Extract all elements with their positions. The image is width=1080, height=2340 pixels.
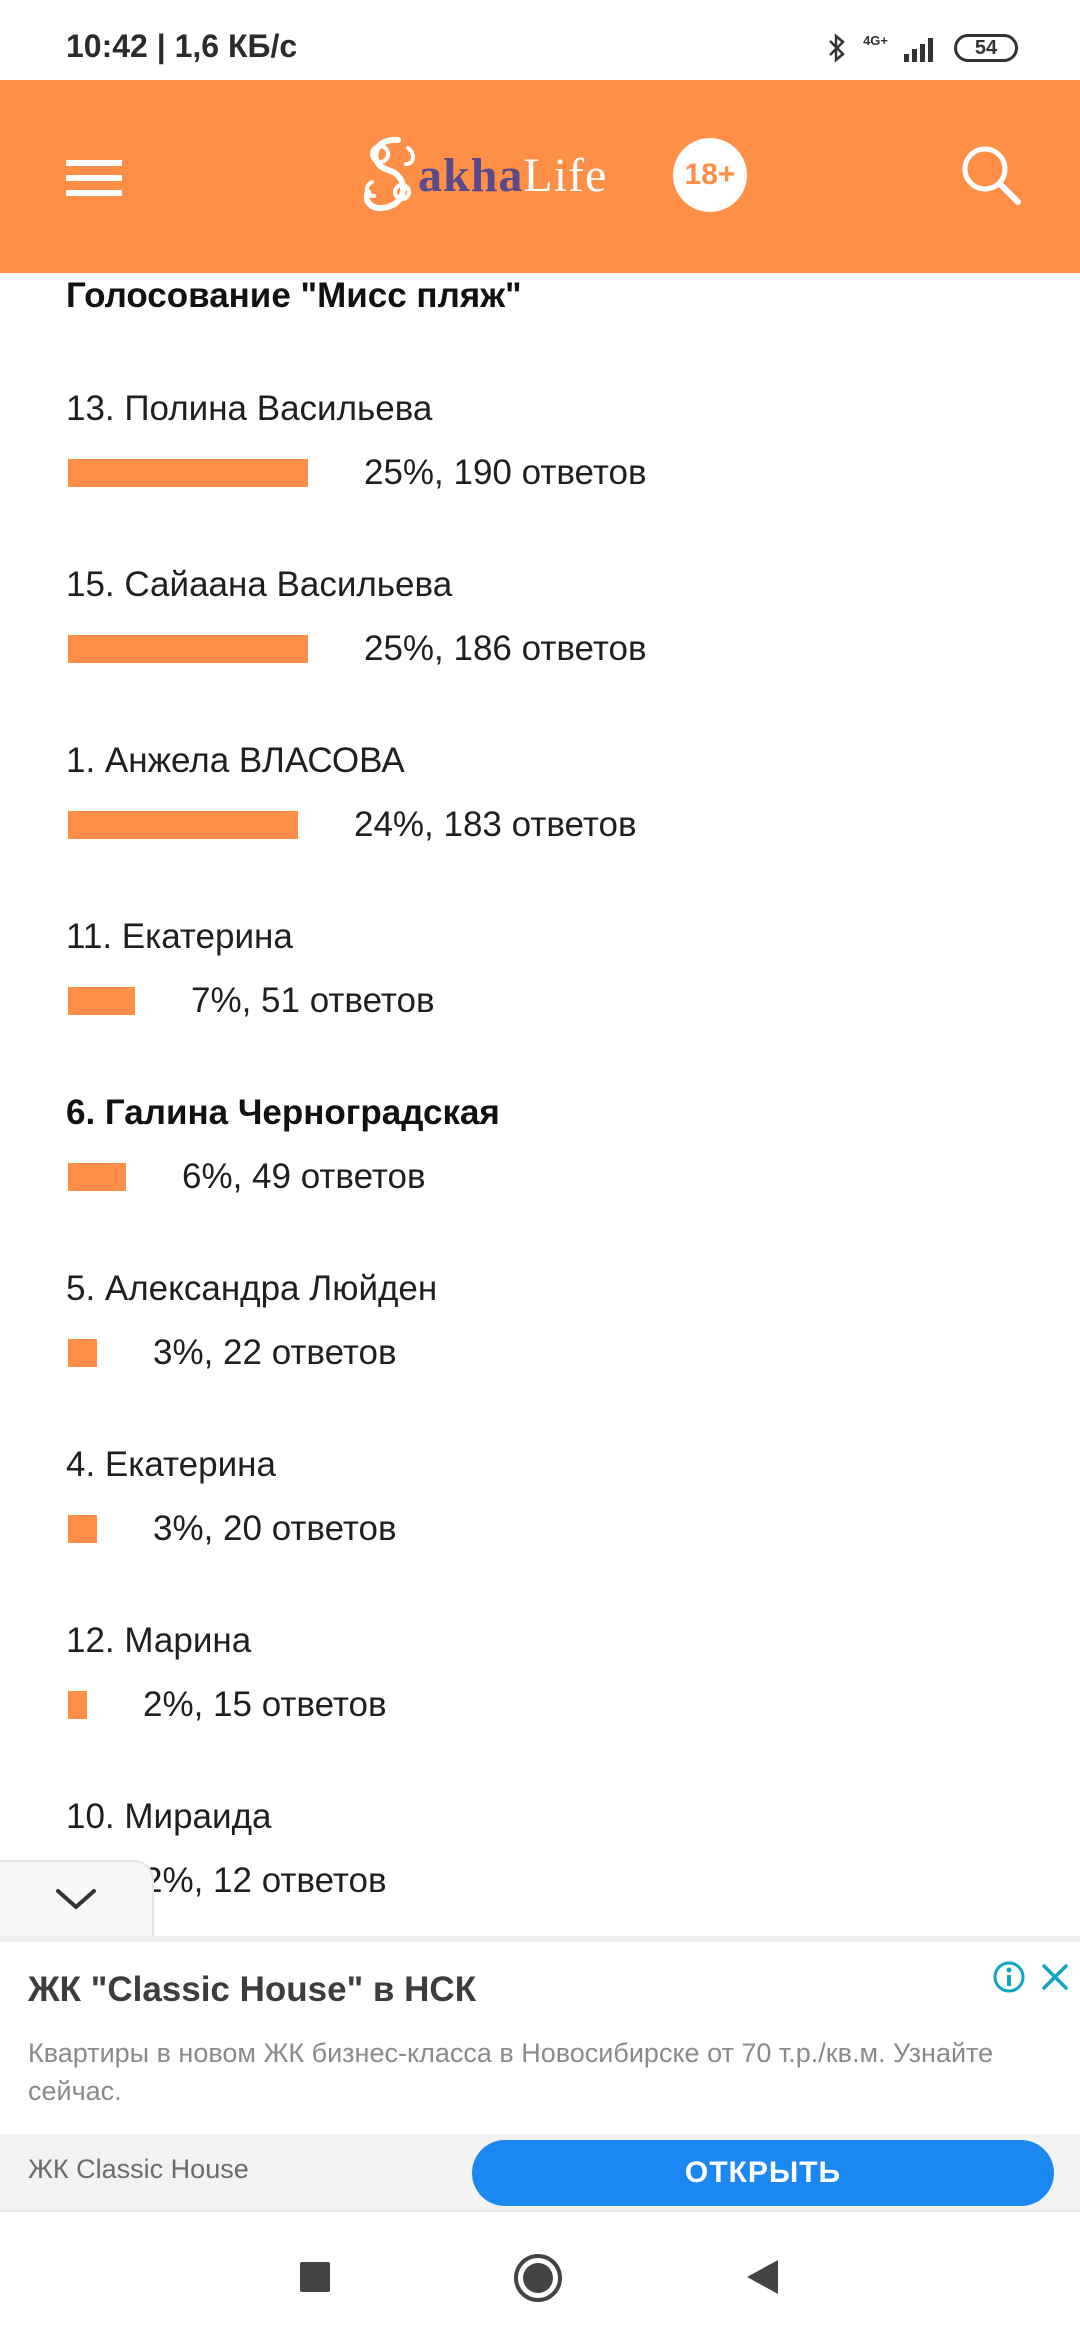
poll-option-bar (68, 987, 135, 1015)
bluetooth-icon (827, 32, 847, 64)
logo-text: akhaLife (418, 148, 607, 203)
status-bar: 10:42 | 1,6 КБ/с 4G+ 54 (0, 0, 1080, 80)
poll-option-name: 11. Екатерина (66, 917, 293, 956)
network-label: 4G+ (863, 32, 888, 48)
poll-option-result-row: 3%, 20 ответов (68, 1504, 397, 1554)
poll-option: 12. Марина 2%, 15 ответов (66, 1620, 1006, 1796)
ad-footer: ЖК Classic House ОТКРЫТЬ (0, 2134, 1080, 2216)
poll-option-result-row: 24%, 183 ответов (68, 800, 637, 850)
logo-text-prefix: akha (418, 148, 524, 202)
ad-banner[interactable]: ЖК "Classic House" в НСК Квартиры в ново… (0, 1936, 1080, 2216)
ad-controls (992, 1960, 1070, 1994)
battery-level: 54 (974, 36, 998, 59)
poll-option-result: 25%, 186 ответов (364, 629, 647, 668)
site-logo[interactable]: akhaLife (358, 130, 607, 220)
poll-title: Голосование "Мисс пляж" (66, 276, 522, 315)
ad-advertiser: ЖК Classic House (28, 2154, 249, 2184)
menu-icon-line (66, 160, 122, 166)
status-icons: 4G+ 54 (827, 28, 1018, 68)
system-nav-bar (0, 2210, 1080, 2340)
ad-open-button[interactable]: ОТКРЫТЬ (472, 2140, 1054, 2206)
collapse-ad-button[interactable] (0, 1860, 154, 1936)
poll-option-name: 4. Екатерина (66, 1445, 276, 1484)
logo-ornament-icon (363, 136, 415, 212)
poll-option-result-row: 25%, 190 ответов (68, 448, 647, 498)
poll-option-name: 12. Марина (66, 1621, 252, 1660)
poll-option-result-row: 2%, 12 ответов (68, 1856, 387, 1906)
poll-option-bar (68, 1691, 87, 1719)
signal-icon (904, 34, 938, 62)
poll-option: 11. Екатерина 7%, 51 ответов (66, 916, 1006, 1092)
ad-description: Квартиры в новом ЖК бизнес-класса в Ново… (28, 2038, 994, 2106)
poll-option-name: 1. Анжела ВЛАСОВА (66, 741, 405, 780)
poll-option-result: 25%, 190 ответов (364, 453, 647, 492)
poll-option-name: 6. Галина Черноградская (66, 1093, 500, 1132)
poll-option-result-row: 25%, 186 ответов (68, 624, 647, 674)
poll-option-result-row: 6%, 49 ответов (68, 1152, 426, 1202)
poll-option-name: 10. Мираида (66, 1797, 272, 1836)
poll-option-name: 5. Александра Люйден (66, 1269, 438, 1308)
menu-icon-line (66, 190, 122, 196)
poll-option-result-row: 3%, 22 ответов (68, 1328, 397, 1378)
menu-icon-line (66, 175, 122, 181)
poll-option: 6. Галина Черноградская 6%, 49 ответов (66, 1092, 1006, 1268)
poll-option-bar (68, 1339, 97, 1367)
poll-option-result: 3%, 22 ответов (153, 1333, 397, 1372)
poll-option-result: 2%, 12 ответов (143, 1861, 387, 1900)
poll-option-result: 3%, 20 ответов (153, 1509, 397, 1548)
ad-title[interactable]: ЖК "Classic House" в НСК (28, 1970, 477, 2009)
search-button[interactable] (960, 144, 1022, 206)
recents-icon[interactable] (298, 2260, 332, 2294)
poll-option: 13. Полина Васильева 25%, 190 ответов (66, 388, 1006, 564)
poll-option-bar (68, 1515, 97, 1543)
poll-option-bar (68, 811, 298, 839)
status-time: 10:42 | 1,6 КБ/с (66, 28, 298, 64)
chevron-down-icon (56, 1889, 96, 1909)
poll-option-name: 13. Полина Васильева (66, 389, 433, 428)
battery-icon: 54 (954, 34, 1018, 62)
poll-option-result: 6%, 49 ответов (182, 1157, 426, 1196)
poll-option-result-row: 7%, 51 ответов (68, 976, 435, 1026)
back-icon[interactable] (744, 2258, 780, 2296)
poll-option: 4. Екатерина 3%, 20 ответов (66, 1444, 1006, 1620)
poll-option: 1. Анжела ВЛАСОВА 24%, 183 ответов (66, 740, 1006, 916)
poll-option-result: 7%, 51 ответов (191, 981, 435, 1020)
poll-option-result: 24%, 183 ответов (354, 805, 637, 844)
home-icon[interactable] (512, 2252, 564, 2304)
poll-option-result: 2%, 15 ответов (143, 1685, 387, 1724)
close-icon[interactable] (1040, 1962, 1070, 1992)
poll-option: 15. Сайаана Васильева 25%, 186 ответов (66, 564, 1006, 740)
search-icon (962, 146, 1021, 205)
poll-option-name: 15. Сайаана Васильева (66, 565, 453, 604)
info-icon[interactable] (992, 1960, 1026, 1994)
menu-button[interactable] (66, 160, 122, 196)
poll-option-result-row: 2%, 15 ответов (68, 1680, 387, 1730)
poll-option-bar (68, 1163, 126, 1191)
poll-option: 5. Александра Люйден 3%, 22 ответов (66, 1268, 1006, 1444)
poll-option-bar (68, 459, 308, 487)
age-rating-badge: 18+ (673, 138, 747, 212)
app-header: akhaLife 18+ (0, 80, 1080, 273)
poll-option: 10. Мираида 2%, 12 ответов (66, 1796, 1006, 1972)
poll-option-bar (68, 635, 308, 663)
logo-text-suffix: Life (523, 148, 608, 202)
poll-list: 13. Полина Васильева 25%, 190 ответов 15. … (66, 388, 1006, 1972)
